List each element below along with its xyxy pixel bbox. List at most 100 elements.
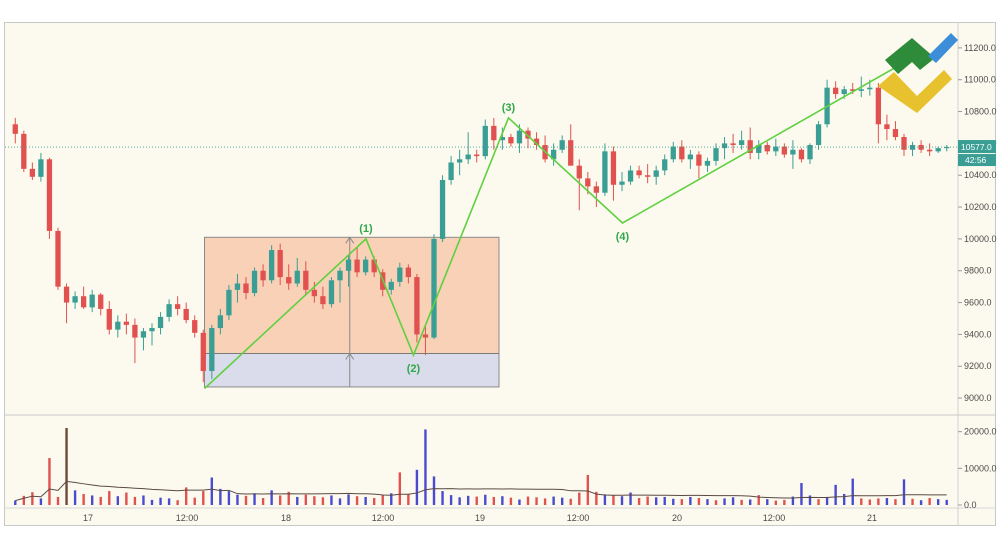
candle-body — [89, 294, 95, 308]
volume-bar — [774, 500, 778, 505]
volume-bar — [244, 495, 248, 505]
candle-body — [439, 180, 446, 239]
y-tick-label: 11200.0 — [964, 43, 996, 53]
last-price-badge — [958, 140, 996, 154]
candle-body — [183, 308, 189, 321]
candle — [388, 278, 394, 295]
volume-bar — [219, 488, 222, 505]
volume-bar — [501, 496, 504, 505]
candle — [456, 149, 463, 176]
candle-body — [217, 315, 224, 329]
volume-bar — [885, 498, 889, 505]
candle-body — [166, 304, 172, 317]
candle — [192, 315, 198, 338]
candle-body — [294, 270, 300, 284]
candle-body — [653, 170, 659, 177]
candle-body — [448, 162, 454, 180]
candle-body — [320, 296, 326, 305]
volume-bar — [133, 496, 137, 505]
candle-body — [764, 144, 770, 152]
volume-bar — [535, 497, 538, 505]
candle-body — [730, 143, 736, 145]
candle — [773, 138, 779, 157]
volume-bar — [936, 499, 940, 505]
candle-body — [576, 165, 582, 179]
volume-bar — [740, 499, 743, 505]
y-tick-label: 10200.0 — [964, 202, 997, 212]
volume-bar — [390, 493, 393, 505]
volume-bar — [31, 492, 34, 505]
candle — [166, 299, 172, 322]
volume-bar — [193, 497, 196, 505]
candle-body — [773, 146, 779, 152]
volume-bar — [552, 496, 555, 505]
candle — [98, 293, 104, 316]
volume-bar — [415, 469, 419, 505]
candle — [798, 148, 805, 163]
volume-bar — [116, 496, 120, 505]
volume-bar — [39, 498, 43, 505]
candle — [653, 165, 659, 185]
candle — [260, 264, 266, 287]
candle-body — [46, 159, 53, 231]
candle-body — [123, 321, 130, 325]
candle — [294, 258, 300, 287]
volume-bar — [783, 499, 786, 505]
volume-bar — [526, 496, 530, 505]
candle-body — [362, 259, 369, 273]
candle — [63, 283, 70, 324]
candle — [226, 285, 232, 321]
candle-body — [388, 281, 394, 290]
candle — [414, 273, 420, 343]
candle-body — [499, 137, 506, 141]
volume-bar — [603, 494, 607, 505]
volume-bar — [48, 458, 51, 505]
candle — [764, 141, 770, 155]
candle — [243, 277, 249, 300]
volume-bar — [287, 491, 290, 505]
x-tick-label: 12:00 — [567, 513, 590, 523]
candle — [525, 127, 531, 149]
last-price-label: 10577.0 — [961, 142, 992, 152]
volume-bar — [261, 498, 265, 505]
candle — [209, 324, 215, 379]
volume-bar — [458, 497, 461, 505]
volume-bar — [629, 492, 632, 505]
axes: 11200.011000.010800.010600.010400.010200… — [4, 22, 997, 526]
candle — [679, 140, 685, 163]
candle — [747, 127, 753, 160]
candle-body — [841, 89, 847, 95]
volume-bar — [227, 491, 231, 505]
volume-bar — [612, 495, 615, 505]
x-tick-label: 12:00 — [176, 513, 199, 523]
volume-bar — [484, 494, 487, 505]
candle — [593, 181, 600, 208]
candle — [901, 133, 907, 157]
volume-bar — [347, 494, 350, 505]
volume-bar — [825, 496, 829, 505]
candle-body — [414, 277, 420, 335]
candle-body — [397, 267, 403, 282]
candle — [602, 143, 608, 196]
candle-body — [106, 308, 112, 330]
candle-body — [491, 125, 497, 141]
volume-bar — [14, 500, 17, 505]
candle — [627, 165, 634, 185]
candle-body — [815, 124, 822, 145]
volume-bar — [99, 496, 102, 505]
candle-body — [405, 267, 412, 278]
candle-body — [55, 230, 61, 287]
candle-body — [303, 270, 309, 290]
candle-body — [738, 140, 745, 145]
candle-body — [696, 154, 702, 166]
candle — [157, 312, 164, 335]
candle — [12, 117, 18, 144]
volume-bar — [714, 500, 718, 505]
candle-body — [157, 316, 164, 329]
volume-bar — [167, 498, 171, 505]
vol-tick-label: 0.0 — [964, 500, 977, 510]
candle — [738, 130, 745, 150]
candle-body — [474, 154, 480, 157]
candle — [439, 175, 446, 243]
